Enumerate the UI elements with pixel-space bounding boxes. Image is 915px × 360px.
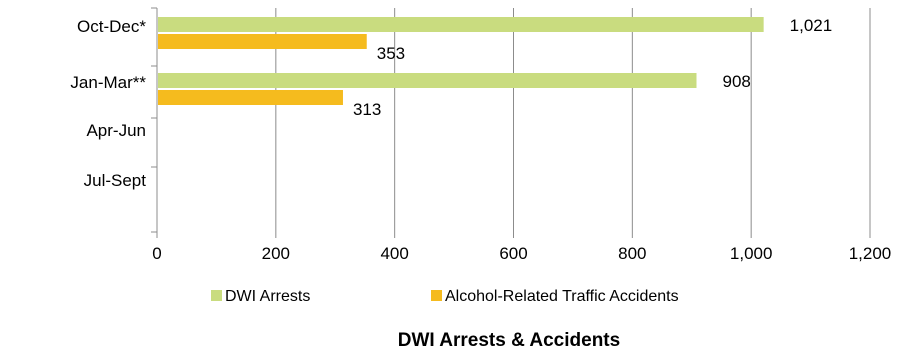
- legend-swatch: [431, 290, 442, 301]
- x-tick-label: 1,000: [730, 244, 773, 263]
- axes: [151, 7, 871, 238]
- category-label: Jan-Mar**: [70, 73, 146, 92]
- x-tick-label: 600: [499, 244, 527, 263]
- bar-alcohol-accidents: [158, 90, 343, 105]
- category-label: Jul-Sept: [84, 171, 147, 190]
- legend: DWI Arrests Alcohol-Related Traffic Accid…: [211, 288, 679, 305]
- bar-dwi-arrests: [158, 17, 764, 32]
- data-label: 313: [353, 100, 381, 119]
- category-label: Oct-Dec*: [77, 17, 146, 36]
- legend-label: DWI Arrests: [225, 288, 310, 305]
- chart-title: DWI Arrests & Accidents: [398, 330, 620, 351]
- legend-swatch: [211, 290, 222, 301]
- x-tick-label: 400: [380, 244, 408, 263]
- x-tick-label: 1,200: [849, 244, 892, 263]
- grid-lines: [275, 8, 871, 232]
- bars: [158, 17, 764, 105]
- x-tick-label: 0: [152, 244, 161, 263]
- x-tick-label: 800: [618, 244, 646, 263]
- x-tick-label: 200: [262, 244, 290, 263]
- data-label: 908: [723, 72, 751, 91]
- bar-alcohol-accidents: [158, 34, 367, 49]
- legend-label: Alcohol-Related Traffic Accidents: [445, 288, 679, 305]
- data-label: 353: [377, 44, 405, 63]
- data-label: 1,021: [790, 16, 833, 35]
- category-label: Apr-Jun: [86, 121, 146, 140]
- bar-dwi-arrests: [158, 73, 697, 88]
- labels: 0 200 400 600 800 1,000 1,200 Oct-Dec* Jan-Mar**…: [70, 16, 891, 263]
